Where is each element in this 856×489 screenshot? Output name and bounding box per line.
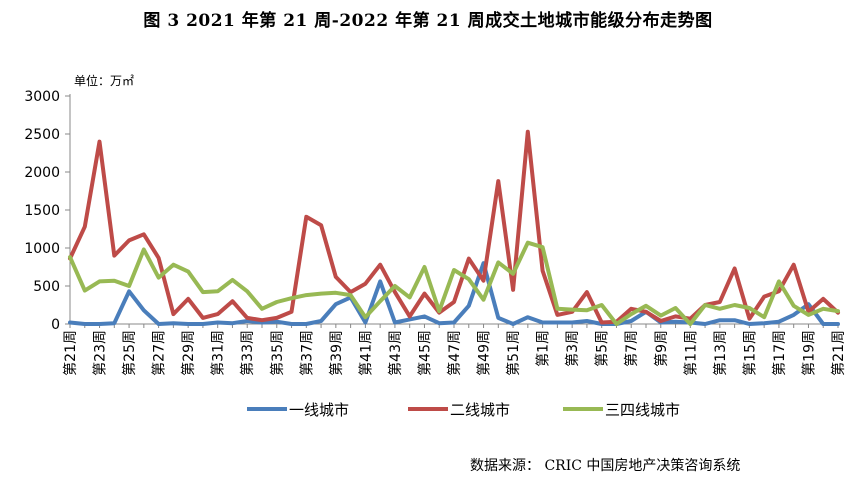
figure-title: 图 3 2021 年第 21 周-2022 年第 21 周成交土地城市能级分布走… [143, 11, 713, 31]
x-tick-label: 第47周 [446, 330, 463, 376]
x-tick-label: 第19周 [800, 330, 817, 376]
series-lines [68, 129, 840, 326]
series-line-3 [68, 240, 840, 326]
x-tick-label: 第31周 [210, 330, 227, 376]
y-axis-ticks: 0 500 1000 1500 2000 2500 3000 [24, 89, 70, 333]
x-tick-label: 第29周 [180, 330, 197, 376]
x-tick-label: 第23周 [92, 330, 109, 376]
x-tick-label: 第43周 [387, 330, 404, 376]
x-tick-label: 第35周 [269, 330, 286, 376]
x-tick-label: 第3周 [564, 330, 581, 367]
axes [69, 94, 838, 325]
x-tick-label: 第7周 [623, 330, 640, 367]
series-line-2 [68, 129, 840, 325]
y-tick-label: 1000 [24, 241, 60, 257]
x-tick-label: 第49周 [476, 330, 493, 376]
x-tick-label: 第13周 [712, 330, 729, 376]
x-tick-label: 第39周 [328, 330, 345, 376]
x-tick-label: 第17周 [771, 330, 788, 376]
x-tick-label: 第15周 [741, 330, 758, 376]
x-tick-label: 第9周 [653, 330, 670, 367]
x-tick-label: 第1周 [535, 330, 552, 367]
x-tick-label: 第37周 [298, 330, 315, 376]
unit-label: 单位：万㎡ [74, 74, 135, 88]
legend-label: 三四线城市 [605, 401, 680, 419]
y-tick-label: 2000 [24, 165, 60, 181]
x-axis-ticks: 第21周 第23周 第25周 第27周 第29周 第31周 第33周 第35周 第37周 第39周… [62, 324, 847, 376]
x-tick-label: 第25周 [121, 330, 138, 376]
x-tick-label: 第51周 [505, 330, 522, 376]
x-tick-label: 第41周 [357, 330, 374, 376]
legend: 一线城市 二线城市 三四线城市 [247, 401, 680, 419]
x-tick-label: 第21周 [830, 330, 847, 376]
y-tick-label: 2500 [24, 127, 60, 143]
x-tick-label: 第27周 [151, 330, 168, 376]
x-tick-label: 第21周 [62, 330, 79, 376]
x-tick-label: 第33周 [239, 330, 256, 376]
y-tick-label: 500 [33, 279, 60, 295]
x-tick-label: 第11周 [682, 330, 699, 376]
y-tick-label: 0 [51, 317, 60, 333]
x-tick-label: 第5周 [594, 330, 611, 367]
y-tick-label: 3000 [24, 89, 60, 105]
legend-label: 二线城市 [450, 401, 510, 419]
source-note: 数据来源： CRIC 中国房地产决策咨询系统 [470, 458, 741, 474]
series-line-1 [68, 261, 840, 326]
x-tick-label: 第45周 [416, 330, 433, 376]
y-tick-label: 1500 [24, 203, 60, 219]
legend-label: 一线城市 [289, 401, 349, 419]
